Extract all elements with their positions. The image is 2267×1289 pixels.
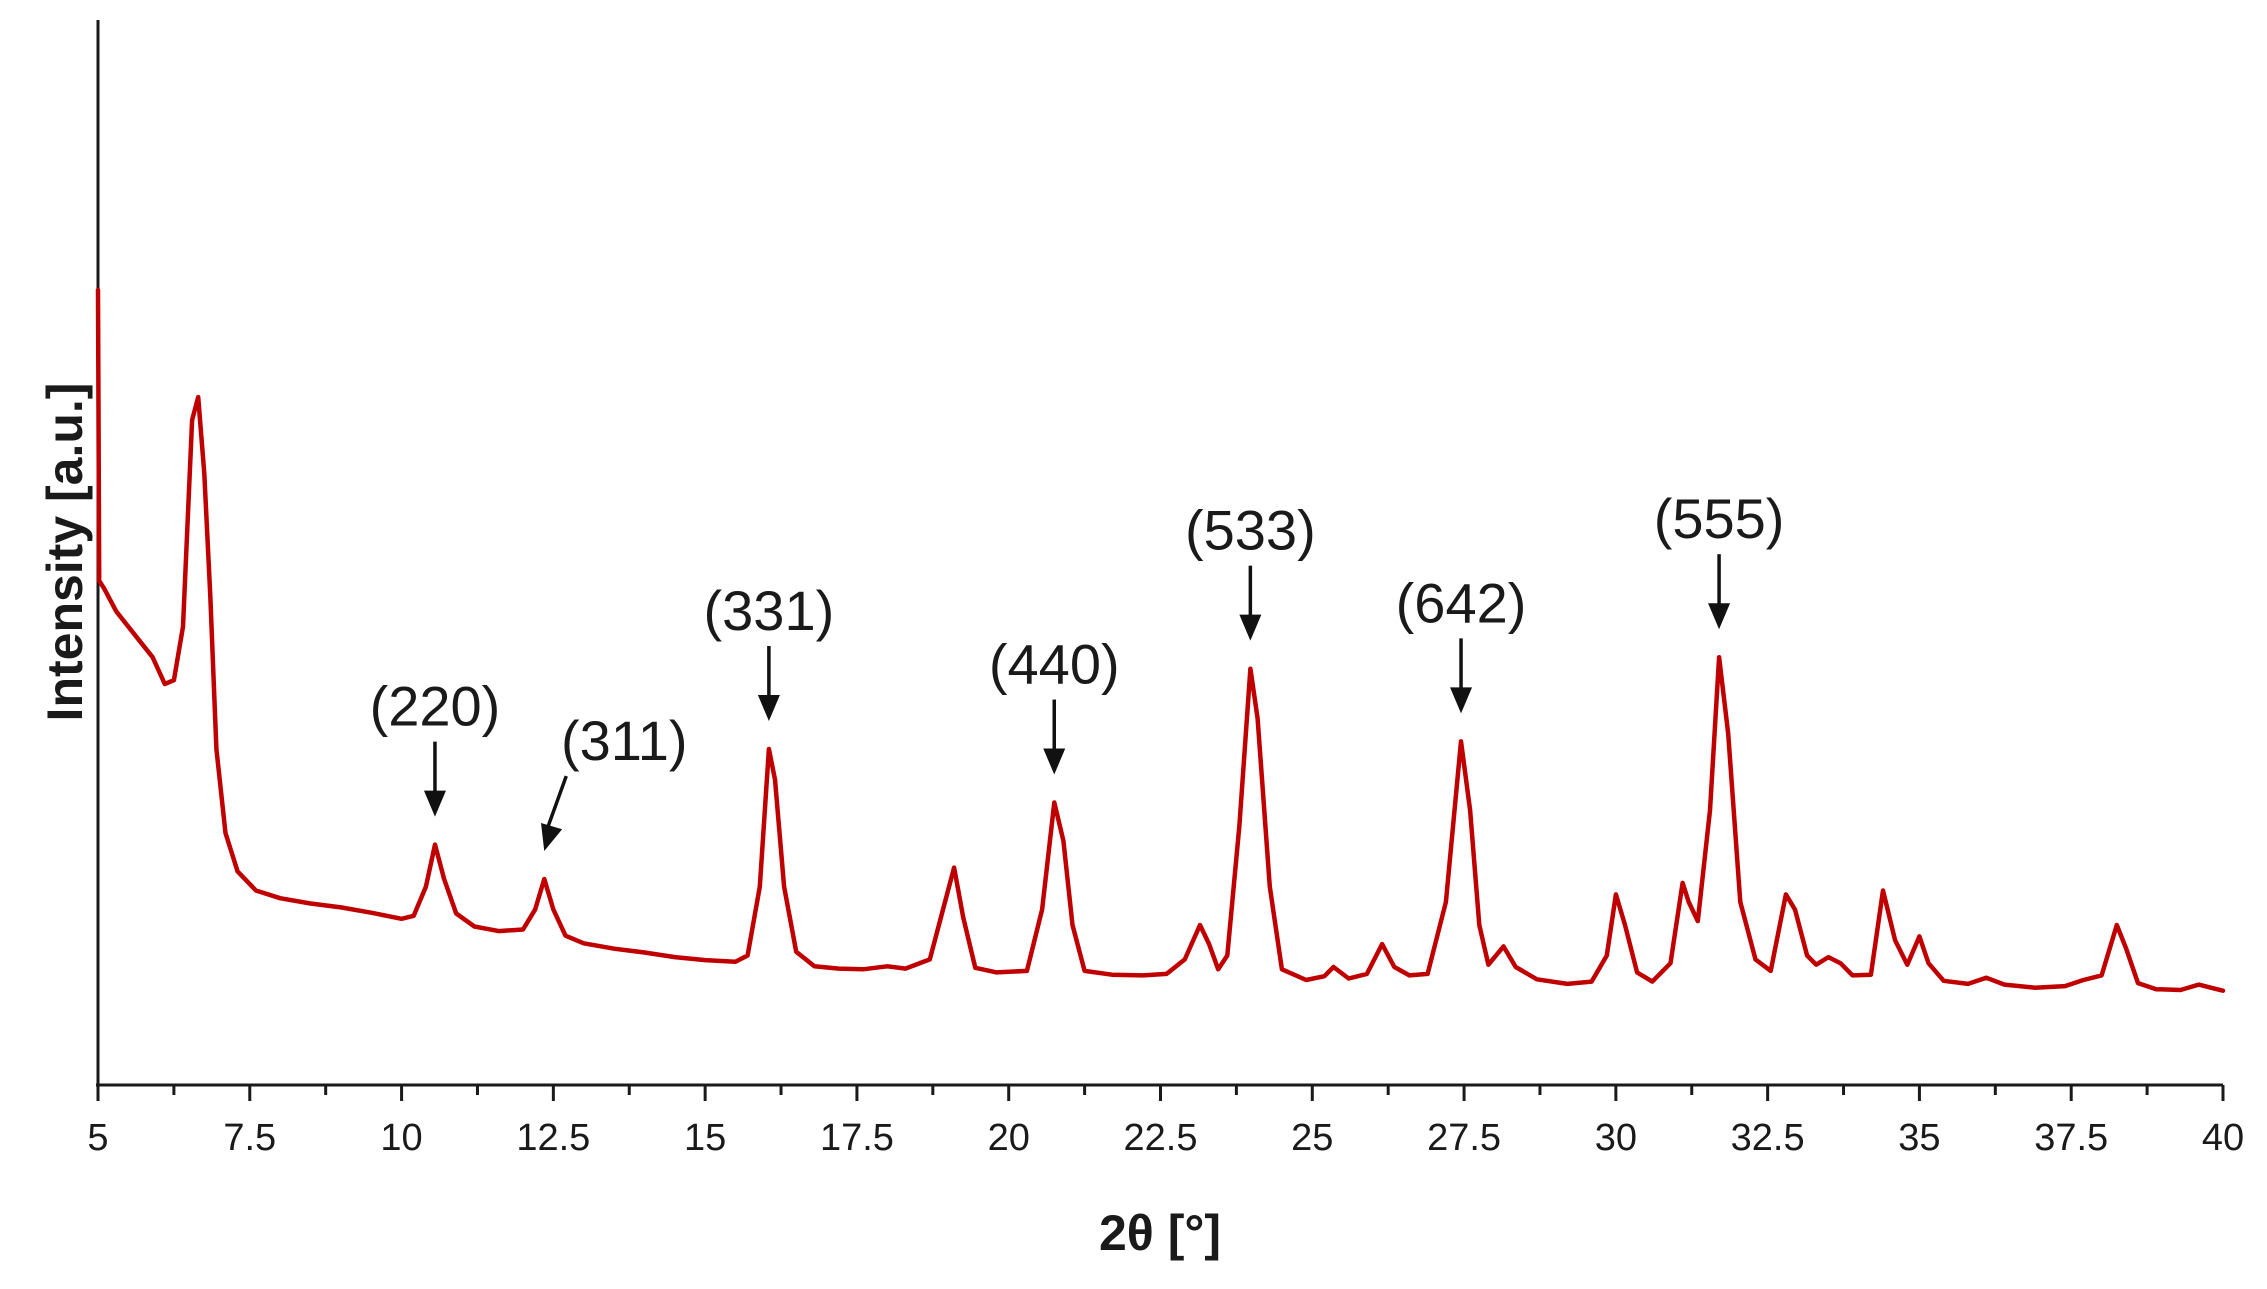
x-tick-label: 32.5 (1731, 1117, 1805, 1159)
annotation-arrow-head (1708, 603, 1731, 630)
peak-annotation: (555) (1654, 487, 1785, 630)
x-tick-label: 12.5 (516, 1117, 590, 1159)
peak-annotation: (331) (704, 579, 835, 721)
annotation-arrow-head (423, 790, 446, 817)
peak-annotation: (311) (541, 709, 688, 852)
peak-label: (642) (1396, 571, 1527, 634)
x-tick-label: 5 (87, 1117, 108, 1159)
peak-annotation: (440) (989, 633, 1120, 775)
x-ticks (96, 1085, 2225, 1101)
peak-label: (311) (561, 709, 688, 772)
x-tick-label: 17.5 (820, 1117, 894, 1159)
annotation-arrow-head (757, 695, 780, 721)
x-tick-labels: 5 7.5 10 12.5 15 17.5 20 22.5 25 27.5 30 32.5 35 37.5… (87, 1117, 2244, 1159)
x-tick-label: 30 (1595, 1117, 1637, 1159)
x-tick-label: 35 (1898, 1117, 1940, 1159)
series-line (95, 287, 2226, 993)
annotation-arrow-head (1043, 748, 1066, 775)
y-axis-title: Intensity [a.u.] (37, 383, 93, 722)
peak-label: (533) (1185, 499, 1316, 562)
x-tick-label: 22.5 (1124, 1117, 1198, 1159)
peak-label: (220) (370, 675, 501, 738)
annotation-arrow-head (1450, 687, 1473, 714)
x-tick-label: 27.5 (1427, 1117, 1501, 1159)
x-tick-label: 7.5 (223, 1117, 276, 1159)
peak-annotations: (220) (311) (331) (440) (533) (642) (555) (370, 487, 1785, 852)
x-tick-label: 20 (988, 1117, 1030, 1159)
x-tick-label: 37.5 (2034, 1117, 2108, 1159)
peak-annotation: (642) (1396, 571, 1527, 714)
x-tick-label: 10 (380, 1117, 422, 1159)
axes (96, 20, 2223, 1087)
peak-label: (331) (704, 579, 835, 642)
peak-label: (440) (989, 633, 1120, 696)
peak-annotation: (533) (1185, 499, 1316, 641)
annotation-arrow-head (1239, 614, 1262, 641)
annotation-arrow-head (541, 823, 563, 852)
peak-label: (555) (1654, 487, 1785, 550)
x-axis-title: 2θ [°] (1099, 1205, 1221, 1261)
peak-annotation: (220) (370, 675, 501, 817)
x-tick-label: 40 (2202, 1117, 2244, 1159)
x-tick-label: 15 (684, 1117, 726, 1159)
x-tick-label: 25 (1291, 1117, 1333, 1159)
